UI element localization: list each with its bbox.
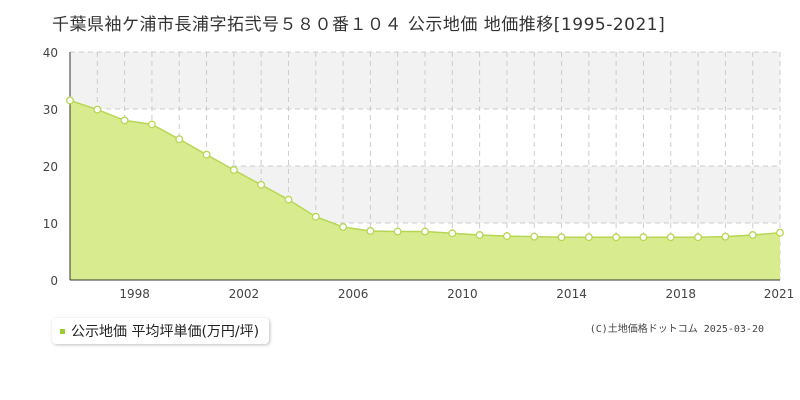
data-point bbox=[666, 233, 675, 242]
y-tick-label: 30 bbox=[43, 103, 58, 117]
data-point bbox=[530, 232, 539, 241]
data-point bbox=[448, 229, 457, 238]
data-point bbox=[475, 231, 484, 239]
y-tick-label: 0 bbox=[50, 274, 58, 288]
chart-title: 千葉県袖ケ浦市長浦字拓弐号５８０番１０４ 公示地価 地価推移[1995-2021… bbox=[52, 15, 666, 35]
data-point bbox=[66, 96, 74, 105]
data-point bbox=[421, 227, 429, 236]
x-tick-label: 2021 bbox=[764, 287, 795, 301]
data-point bbox=[612, 233, 621, 242]
data-point bbox=[366, 227, 375, 235]
x-tick-label: 2006 bbox=[338, 287, 369, 301]
data-point bbox=[284, 195, 293, 204]
data-point bbox=[257, 180, 266, 189]
data-point bbox=[93, 105, 102, 114]
data-point bbox=[639, 233, 648, 242]
x-tick-label: 2010 bbox=[447, 287, 478, 301]
data-point bbox=[748, 231, 757, 239]
data-point bbox=[557, 233, 566, 242]
data-point bbox=[694, 233, 703, 242]
legend: 公示地価 平均坪単価(万円/坪) bbox=[52, 318, 270, 344]
data-point bbox=[311, 212, 320, 221]
x-tick-label: 2018 bbox=[666, 287, 697, 301]
data-point bbox=[229, 166, 238, 174]
data-point bbox=[339, 223, 348, 231]
data-point bbox=[393, 227, 402, 236]
y-tick-label: 40 bbox=[43, 46, 58, 60]
x-tick-label: 2014 bbox=[556, 287, 587, 301]
legend-swatch bbox=[60, 328, 65, 334]
legend-label: 公示地価 平均坪単価(万円/坪) bbox=[71, 324, 260, 340]
data-points bbox=[66, 96, 784, 242]
x-tick-label: 2002 bbox=[229, 287, 260, 301]
x-tick-labels: 1998 2002 2006 2010 2014 2018 2021 bbox=[119, 287, 794, 301]
area-fill bbox=[70, 100, 780, 280]
data-point bbox=[202, 150, 211, 159]
data-point bbox=[502, 232, 511, 241]
data-point bbox=[147, 120, 156, 129]
data-point bbox=[175, 135, 184, 144]
data-point bbox=[776, 228, 784, 237]
y-tick-labels: 0 10 20 30 40 bbox=[43, 46, 58, 288]
y-tick-label: 10 bbox=[43, 217, 58, 231]
axes bbox=[69, 52, 780, 281]
data-point bbox=[721, 232, 730, 241]
y-tick-label: 20 bbox=[43, 160, 58, 174]
data-point bbox=[584, 233, 593, 242]
credit-text: (C)土地価格ドットコム 2025-03-20 bbox=[589, 324, 764, 335]
x-tick-label: 1998 bbox=[119, 287, 150, 301]
data-point bbox=[120, 116, 129, 125]
